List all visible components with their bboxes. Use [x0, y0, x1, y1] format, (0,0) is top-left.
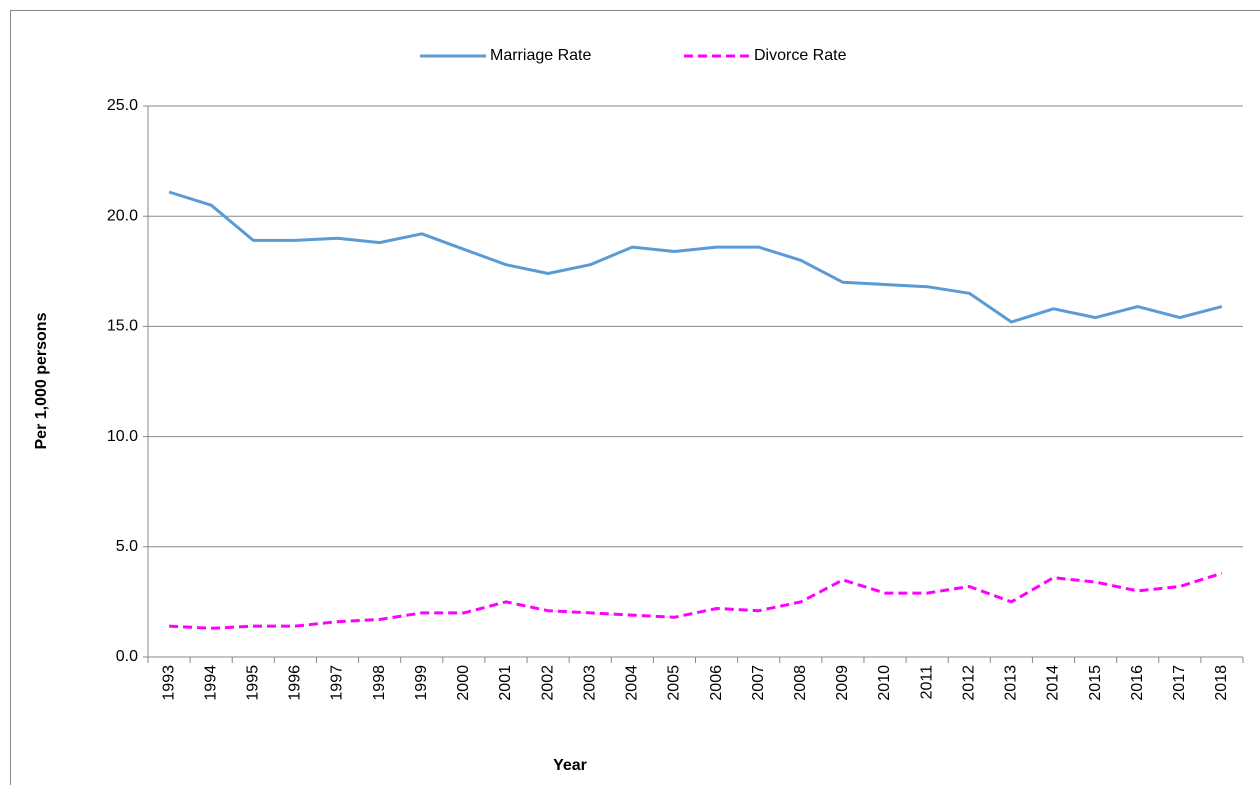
x-tick-label: 2001	[497, 665, 514, 701]
legend-label: Marriage Rate	[490, 47, 591, 64]
x-tick-label: 2003	[581, 665, 598, 701]
x-tick-label: 2018	[1213, 665, 1230, 701]
series-line	[169, 571, 1223, 630]
series-line	[168, 190, 1223, 324]
x-tick-label: 2004	[624, 665, 641, 701]
x-tick-label: 1994	[202, 665, 219, 701]
y-tick-label: 20.0	[107, 207, 138, 224]
x-tick-label: 2011	[918, 665, 935, 700]
x-tick-label: 2000	[455, 665, 472, 701]
x-tick-label: 1997	[329, 665, 346, 701]
x-tick-label: 2005	[666, 665, 683, 701]
x-tick-label: 2006	[708, 665, 725, 701]
x-tick-label: 1996	[287, 665, 304, 701]
x-tick-label: 1999	[413, 665, 430, 701]
y-tick-label: 10.0	[107, 428, 138, 445]
y-tick-label: 0.0	[116, 648, 138, 665]
x-tick-label: 2012	[960, 665, 977, 701]
x-tick-label: 2016	[1129, 665, 1146, 701]
x-tick-label: 1998	[371, 665, 388, 701]
x-tick-label: 2017	[1171, 665, 1188, 701]
x-tick-label: 2008	[792, 665, 809, 701]
x-tick-label: 1993	[160, 665, 177, 701]
legend-label: Divorce Rate	[754, 47, 847, 64]
x-tick-label: 2009	[834, 665, 851, 701]
y-tick-label: 25.0	[107, 97, 138, 114]
x-axis-title: Year	[553, 757, 587, 774]
x-tick-label: 2013	[1003, 665, 1020, 701]
x-tick-label: 1995	[245, 665, 262, 701]
y-tick-label: 15.0	[107, 318, 138, 335]
x-tick-label: 2015	[1087, 665, 1104, 701]
x-tick-label: 2002	[539, 665, 556, 701]
x-tick-label: 2010	[876, 665, 893, 701]
x-tick-label: 2007	[750, 665, 767, 701]
chart-frame	[10, 10, 1260, 785]
y-axis-title: Per 1,000 persons	[33, 312, 50, 449]
x-tick-label: 2014	[1045, 665, 1062, 701]
y-tick-label: 5.0	[116, 538, 138, 555]
